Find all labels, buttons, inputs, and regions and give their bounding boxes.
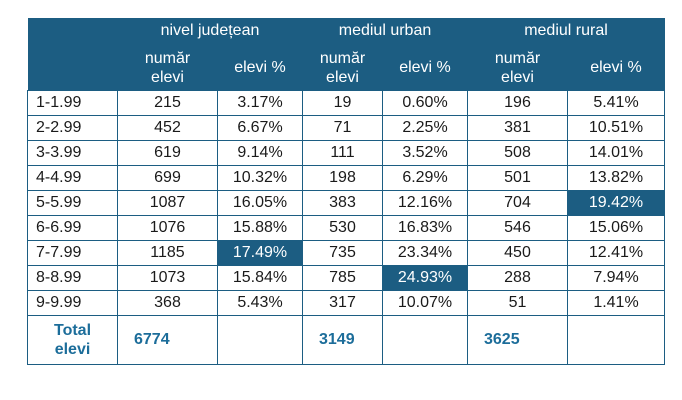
col-header-count-rural: număr elevi	[467, 44, 568, 91]
table-cell: 19	[302, 90, 383, 116]
table-cell: 12.41%	[567, 240, 665, 266]
table-cell: 16.83%	[382, 215, 468, 241]
group-header-rural: mediul rural	[467, 18, 665, 44]
table-cell: 10.07%	[382, 290, 468, 316]
total-county: 6774	[117, 315, 218, 365]
table-cell: 785	[302, 265, 383, 291]
column-header-row: număr elevi elevi % număr elevi elevi % nu…	[27, 44, 665, 91]
col-header-count-urban: număr elevi	[302, 44, 383, 91]
total-empty-cell	[567, 315, 665, 365]
table-cell: 111	[302, 140, 383, 166]
total-row: Total elevi 6774 3149 3625	[27, 315, 665, 365]
table-cell: 16.05%	[217, 190, 303, 216]
table-cell: 3.52%	[382, 140, 468, 166]
row-label: 9-9.99	[27, 290, 118, 316]
total-empty-cell	[217, 315, 303, 365]
table-cell: 3.17%	[217, 90, 303, 116]
row-label: 4-4.99	[27, 165, 118, 191]
table-cell: 23.34%	[382, 240, 468, 266]
table-cell: 1076	[117, 215, 218, 241]
row-label: 8-8.99	[27, 265, 118, 291]
row-label: 3-3.99	[27, 140, 118, 166]
table-cell: 10.51%	[567, 115, 665, 141]
table-cell: 452	[117, 115, 218, 141]
table-cell: 51	[467, 290, 568, 316]
table-row: 1-1.99 215 3.17% 19 0.60% 196 5.41%	[27, 90, 665, 116]
table-cell: 6.29%	[382, 165, 468, 191]
corner-cell	[27, 18, 118, 44]
table-cell: 15.84%	[217, 265, 303, 291]
table-row: 8-8.99 1073 15.84% 785 24.93% 288 7.94%	[27, 265, 665, 291]
col-header-count-county: număr elevi	[117, 44, 218, 91]
table-cell: 10.32%	[217, 165, 303, 191]
grade-distribution-table: nivel județean mediul urban mediul rural…	[27, 18, 665, 365]
table-cell: 450	[467, 240, 568, 266]
table-row: 3-3.99 619 9.14% 111 3.52% 508 14.01%	[27, 140, 665, 166]
table-cell: 196	[467, 90, 568, 116]
table-cell: 1087	[117, 190, 218, 216]
table-cell: 699	[117, 165, 218, 191]
table-cell: 198	[302, 165, 383, 191]
table-cell: 1.41%	[567, 290, 665, 316]
table-row: 4-4.99 699 10.32% 198 6.29% 501 13.82%	[27, 165, 665, 191]
table-cell: 381	[467, 115, 568, 141]
total-rural: 3625	[467, 315, 568, 365]
table-cell: 383	[302, 190, 383, 216]
table-row: 9-9.99 368 5.43% 317 10.07% 51 1.41%	[27, 290, 665, 316]
table-cell: 2.25%	[382, 115, 468, 141]
table-cell: 9.14%	[217, 140, 303, 166]
highlighted-max-cell: 24.93%	[382, 265, 468, 291]
table-cell: 15.06%	[567, 215, 665, 241]
group-header-county: nivel județean	[117, 18, 303, 44]
table-cell: 317	[302, 290, 383, 316]
highlighted-max-cell: 19.42%	[567, 190, 665, 216]
total-empty-cell	[382, 315, 468, 365]
col-header-pct-rural: elevi %	[567, 44, 665, 91]
col-header-pct-urban: elevi %	[382, 44, 468, 91]
table-cell: 12.16%	[382, 190, 468, 216]
group-header-row: nivel județean mediul urban mediul rural	[27, 18, 665, 44]
col-header-pct-county: elevi %	[217, 44, 303, 91]
table-cell: 215	[117, 90, 218, 116]
table-cell: 71	[302, 115, 383, 141]
table-cell: 546	[467, 215, 568, 241]
table-row: 2-2.99 452 6.67% 71 2.25% 381 10.51%	[27, 115, 665, 141]
grade-distribution-table-wrapper: nivel județean mediul urban mediul rural…	[27, 18, 665, 365]
table-cell: 501	[467, 165, 568, 191]
table-row: 7-7.99 1185 17.49% 735 23.34% 450 12.41%	[27, 240, 665, 266]
table-cell: 508	[467, 140, 568, 166]
table-cell: 6.67%	[217, 115, 303, 141]
table-cell: 14.01%	[567, 140, 665, 166]
table-cell: 619	[117, 140, 218, 166]
highlighted-max-cell: 17.49%	[217, 240, 303, 266]
table-cell: 735	[302, 240, 383, 266]
total-label: Total elevi	[27, 315, 118, 365]
row-label: 5-5.99	[27, 190, 118, 216]
total-urban: 3149	[302, 315, 383, 365]
table-cell: 1073	[117, 265, 218, 291]
corner-cell-2	[27, 44, 118, 91]
table-cell: 288	[467, 265, 568, 291]
table-cell: 704	[467, 190, 568, 216]
table-row: 6-6.99 1076 15.88% 530 16.83% 546 15.06%	[27, 215, 665, 241]
table-cell: 5.41%	[567, 90, 665, 116]
table-cell: 530	[302, 215, 383, 241]
table-cell: 7.94%	[567, 265, 665, 291]
row-label: 2-2.99	[27, 115, 118, 141]
table-row: 5-5.99 1087 16.05% 383 12.16% 704 19.42%	[27, 190, 665, 216]
group-header-urban: mediul urban	[302, 18, 468, 44]
table-cell: 1185	[117, 240, 218, 266]
table-cell: 368	[117, 290, 218, 316]
table-cell: 13.82%	[567, 165, 665, 191]
row-label: 6-6.99	[27, 215, 118, 241]
table-cell: 5.43%	[217, 290, 303, 316]
table-cell: 0.60%	[382, 90, 468, 116]
row-label: 1-1.99	[27, 90, 118, 116]
table-cell: 15.88%	[217, 215, 303, 241]
row-label: 7-7.99	[27, 240, 118, 266]
